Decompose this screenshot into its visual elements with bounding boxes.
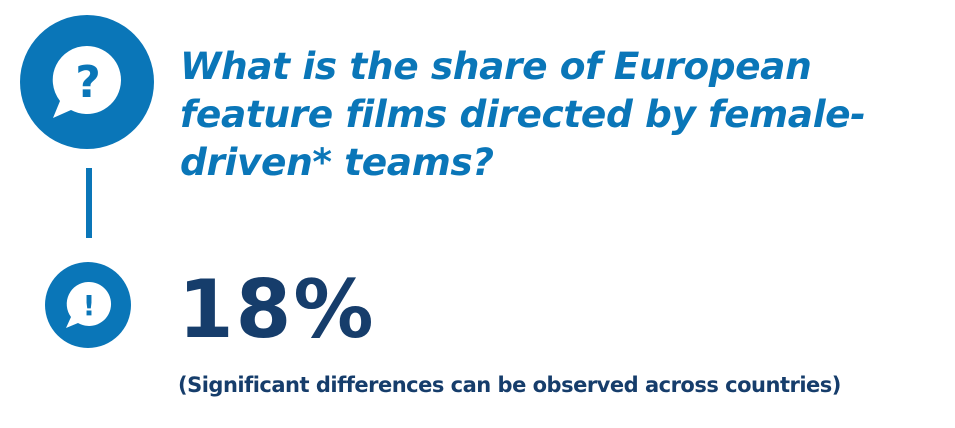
question-speech-bubble-icon: ? <box>20 15 154 149</box>
answer-bubble-speech-shape <box>66 281 112 328</box>
exclamation-mark-symbol: ! <box>83 289 96 322</box>
answer-footnote: (Significant differences can be observed… <box>178 373 841 397</box>
question-heading: What is the share of European feature fi… <box>180 44 866 184</box>
connector-line <box>86 168 92 238</box>
question-bubble-speech-shape <box>52 45 121 118</box>
exclamation-speech-bubble-icon: ! <box>45 262 131 348</box>
question-mark-symbol: ? <box>75 57 101 108</box>
answer-percentage: 18% <box>178 263 376 356</box>
